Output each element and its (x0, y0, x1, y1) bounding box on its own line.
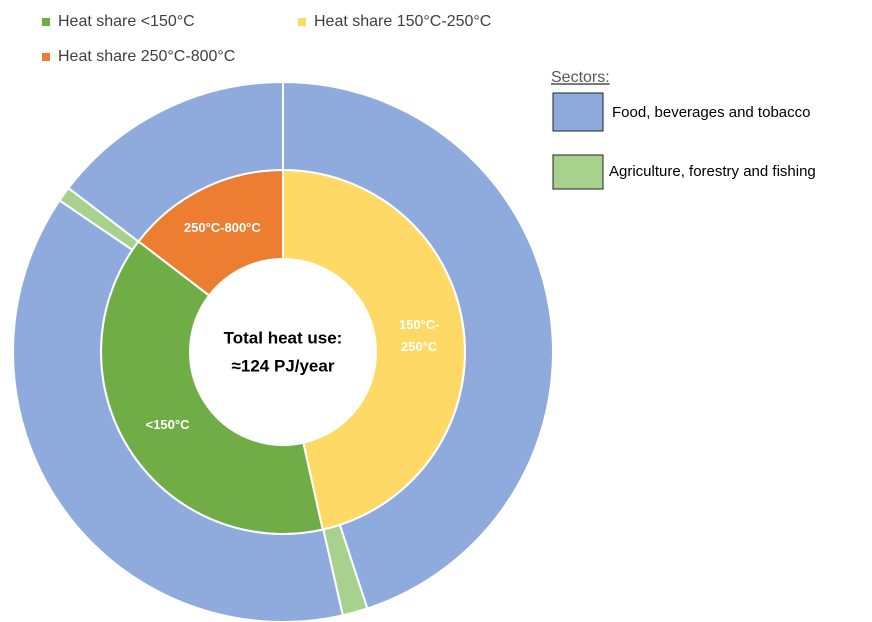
legend-label: Heat share <150°C (58, 13, 195, 30)
slice-label: 250°C-800°C (184, 221, 261, 236)
outer-slice (282, 80, 554, 610)
legend-swatch (42, 18, 50, 26)
center-hole (191, 260, 375, 444)
sector-title: Sectors: (551, 69, 610, 86)
outer-slice (67, 80, 284, 243)
sector-swatch (552, 154, 604, 190)
sector-label: Agriculture, forestry and fishing (609, 163, 816, 180)
sector-label: Food, beverages and tobacco (612, 104, 810, 121)
legend-label: Heat share 250°C-800°C (58, 48, 235, 65)
legend-swatch (42, 53, 50, 61)
legend-swatch (298, 18, 306, 26)
slice-label: <150°C (146, 417, 190, 432)
slice-label: 150°C-250°C (399, 317, 440, 354)
sector-swatch (552, 92, 604, 132)
outer-slice (12, 199, 344, 622)
center-text: Total heat use: (224, 328, 343, 347)
center-text: ≈124 PJ/year (232, 356, 335, 375)
legend-label: Heat share 150°C-250°C (314, 13, 491, 30)
